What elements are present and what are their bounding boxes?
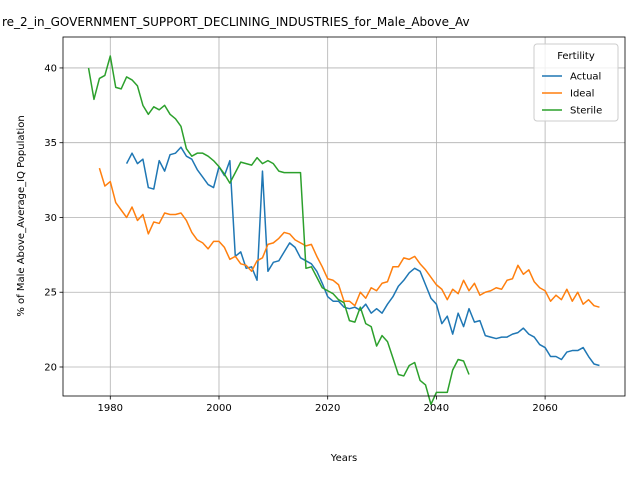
legend-title: Fertility <box>557 51 595 62</box>
y-axis-label: % of Male Above_Average_IQ Population <box>16 115 27 316</box>
line-series <box>98 167 600 308</box>
legend-label: Actual <box>570 72 601 83</box>
legend-box <box>533 43 619 122</box>
x-axis-label: Years <box>330 453 357 464</box>
y-tick-label: 20 <box>44 362 57 373</box>
chart-title: re_2_in_GOVERNMENT_SUPPORT_DECLINING_IND… <box>2 15 470 29</box>
y-tick-label: 25 <box>44 288 57 299</box>
y-tick-label: 30 <box>44 213 57 224</box>
legend: Fertility Actual Ideal Sterile <box>533 43 619 122</box>
legend-label: Sterile <box>570 106 602 117</box>
x-tick-label: 2000 <box>206 403 231 414</box>
line-series <box>87 55 470 406</box>
y-tick-label: 35 <box>44 138 57 149</box>
x-tick-label: 2040 <box>424 403 449 414</box>
x-tick-label: 2020 <box>315 403 340 414</box>
x-tick-label: 1980 <box>98 403 123 414</box>
y-tick-label: 40 <box>44 63 57 74</box>
plot-frame <box>62 36 626 397</box>
legend-label: Ideal <box>570 89 594 100</box>
x-tick-label: 2060 <box>532 403 557 414</box>
line-series <box>125 146 600 367</box>
